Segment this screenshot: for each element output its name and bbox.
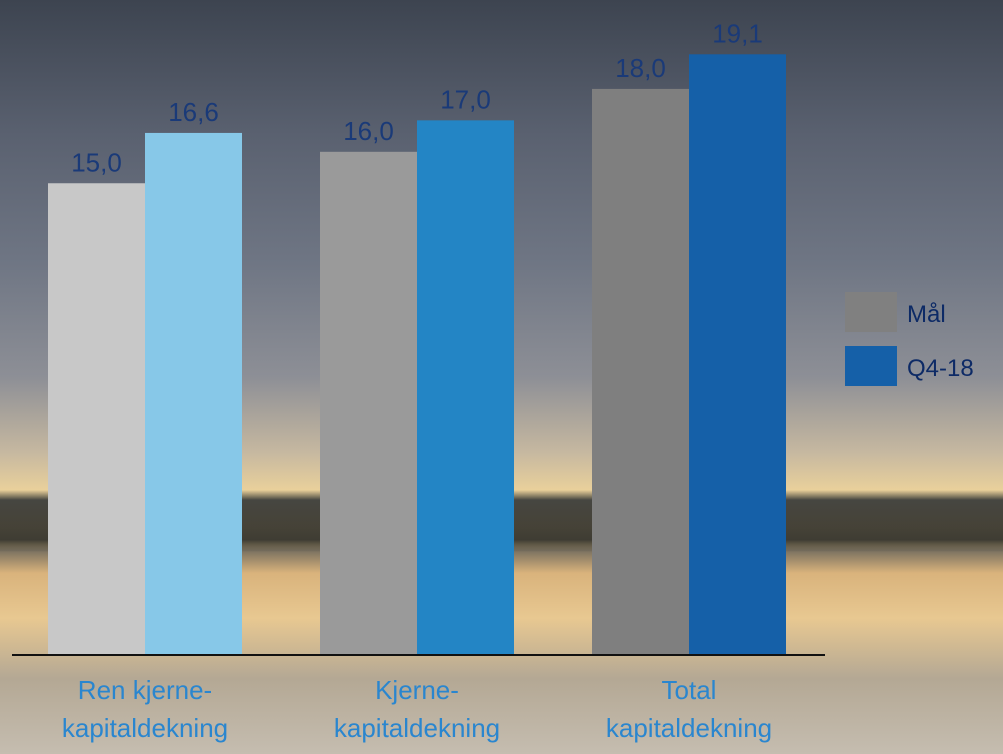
bar [592, 88, 689, 655]
legend-label: Q4-18 [907, 355, 974, 382]
value-label: 16,6 [168, 97, 219, 127]
legend-swatch [845, 292, 897, 332]
value-label: 19,1 [712, 18, 763, 48]
x-tick-label: Ren kjerne- kapitaldekning [61, 675, 229, 743]
legend-swatch [845, 346, 897, 386]
bar [320, 151, 417, 656]
value-label: 16,0 [343, 116, 394, 146]
bar [145, 132, 242, 655]
value-label: 17,0 [440, 84, 491, 114]
x-tick-label: Total kapitaldekning [605, 675, 773, 743]
legend-label: Mål [907, 301, 946, 328]
value-label: 18,0 [615, 53, 666, 83]
value-label: 15,0 [71, 147, 122, 177]
bar [48, 183, 145, 655]
bar [417, 120, 514, 656]
bar [689, 54, 786, 656]
x-tick-label: Kjerne- kapitaldekning [333, 675, 501, 743]
